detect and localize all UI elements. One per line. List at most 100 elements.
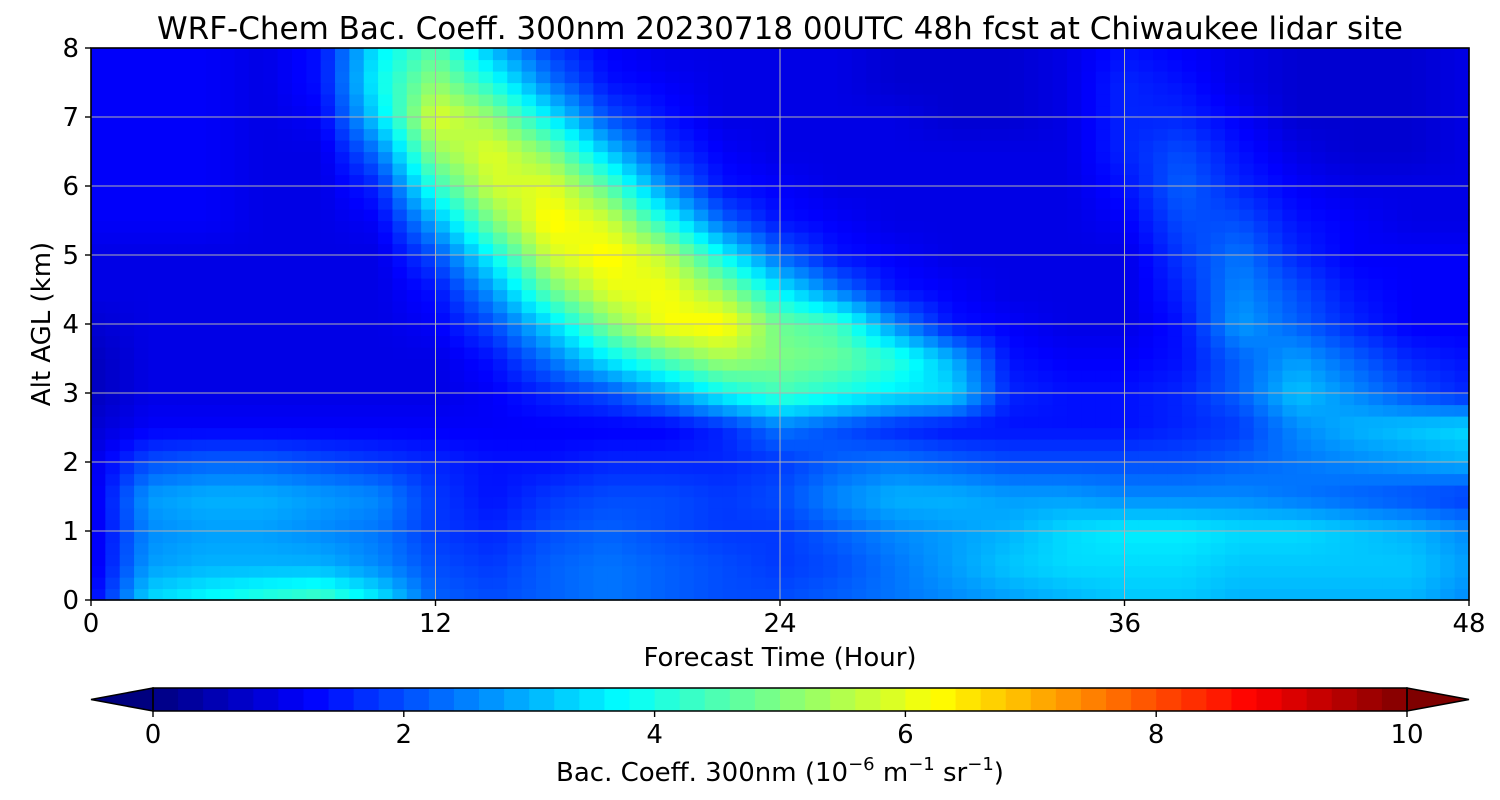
heatmap-cell <box>1124 439 1140 452</box>
heatmap-cell <box>1454 508 1470 521</box>
heatmap-cell <box>851 71 867 84</box>
heatmap-cell <box>1425 163 1441 176</box>
heatmap-cell <box>1282 496 1298 509</box>
heatmap-cell <box>191 117 207 130</box>
heatmap-cell <box>435 301 451 314</box>
heatmap-cell <box>134 117 150 130</box>
heatmap-cell <box>894 82 910 95</box>
heatmap-cell <box>1311 312 1327 325</box>
heatmap-cell <box>1181 243 1197 256</box>
heatmap-cell <box>1454 324 1470 337</box>
heatmap-cell <box>995 565 1011 578</box>
heatmap-cell <box>105 220 121 233</box>
heatmap-cell <box>234 404 250 417</box>
heatmap-cell <box>392 59 408 72</box>
heatmap-cell <box>751 71 767 84</box>
heatmap-cell <box>1110 174 1126 187</box>
heatmap-cell <box>1067 94 1083 107</box>
heatmap-cell <box>449 496 465 509</box>
heatmap-cell <box>421 174 437 187</box>
heatmap-cell <box>392 312 408 325</box>
heatmap-cell <box>1224 59 1240 72</box>
heatmap-cell <box>1153 473 1169 486</box>
heatmap-cell <box>105 393 121 406</box>
heatmap-cell <box>464 163 480 176</box>
heatmap-cell <box>837 542 853 555</box>
heatmap-cell <box>148 128 164 141</box>
heatmap-cell <box>134 588 150 601</box>
heatmap-cell <box>220 71 236 84</box>
heatmap-cell <box>363 565 379 578</box>
heatmap-cell <box>1181 404 1197 417</box>
heatmap-cell <box>1224 531 1240 544</box>
heatmap-cell <box>880 335 896 348</box>
heatmap-cell <box>823 163 839 176</box>
heatmap-cell <box>205 347 221 360</box>
heatmap-cell <box>421 197 437 210</box>
heatmap-cell <box>1196 358 1212 371</box>
heatmap-cell <box>392 324 408 337</box>
heatmap-cell <box>622 255 638 268</box>
heatmap-cell <box>966 427 982 440</box>
heatmap-cell <box>449 531 465 544</box>
heatmap-cell <box>1095 186 1111 199</box>
heatmap-cell <box>966 439 982 452</box>
heatmap-cell <box>1081 48 1097 61</box>
heatmap-cell <box>1181 473 1197 486</box>
heatmap-cell <box>1181 324 1197 337</box>
heatmap-cell <box>736 48 752 61</box>
heatmap-cell <box>234 163 250 176</box>
heatmap-cell <box>1110 565 1126 578</box>
heatmap-cell <box>966 186 982 199</box>
heatmap-cell <box>263 197 279 210</box>
heatmap-cell <box>837 278 853 291</box>
heatmap-cell <box>794 393 810 406</box>
heatmap-cell <box>708 278 724 291</box>
heatmap-cell <box>866 554 882 567</box>
heatmap-cell <box>1095 473 1111 486</box>
heatmap-cell <box>923 335 939 348</box>
heatmap-cell <box>291 565 307 578</box>
heatmap-cell <box>693 577 709 590</box>
heatmap-cell <box>995 485 1011 498</box>
heatmap-cell <box>492 174 508 187</box>
heatmap-cell <box>277 117 293 130</box>
heatmap-cell <box>751 473 767 486</box>
heatmap-cell <box>205 531 221 544</box>
heatmap-cell <box>980 255 996 268</box>
plot-area <box>90 47 1470 601</box>
heatmap-cell <box>937 542 953 555</box>
heatmap-cell <box>1311 531 1327 544</box>
heatmap-cell <box>1253 232 1269 245</box>
heatmap-cell <box>894 542 910 555</box>
heatmap-cell <box>708 577 724 590</box>
heatmap-cell <box>335 278 350 291</box>
heatmap-cell <box>1038 335 1054 348</box>
heatmap-cell <box>535 186 551 199</box>
heatmap-cell <box>277 209 293 222</box>
heatmap-cell <box>406 439 422 452</box>
heatmap-cell <box>1325 186 1341 199</box>
heatmap-cell <box>1311 324 1327 337</box>
heatmap-cell <box>980 554 996 567</box>
heatmap-cell <box>1110 266 1126 279</box>
heatmap-cell <box>435 94 451 107</box>
heatmap-cell <box>363 174 379 187</box>
heatmap-cell <box>736 174 752 187</box>
heatmap-cell <box>1110 71 1126 84</box>
heatmap-cell <box>1354 186 1370 199</box>
heatmap-cell <box>708 531 724 544</box>
heatmap-cell <box>880 347 896 360</box>
heatmap-cell <box>765 151 781 164</box>
heatmap-cell <box>378 324 394 337</box>
heatmap-cell <box>1253 370 1269 383</box>
heatmap-cell <box>808 266 824 279</box>
heatmap-cell <box>234 312 250 325</box>
heatmap-cell <box>808 519 824 532</box>
heatmap-cell <box>909 393 925 406</box>
heatmap-cell <box>1038 140 1054 153</box>
heatmap-cell <box>923 301 939 314</box>
heatmap-cell <box>1296 186 1312 199</box>
heatmap-cell <box>1411 462 1427 475</box>
heatmap-cell <box>1124 565 1140 578</box>
